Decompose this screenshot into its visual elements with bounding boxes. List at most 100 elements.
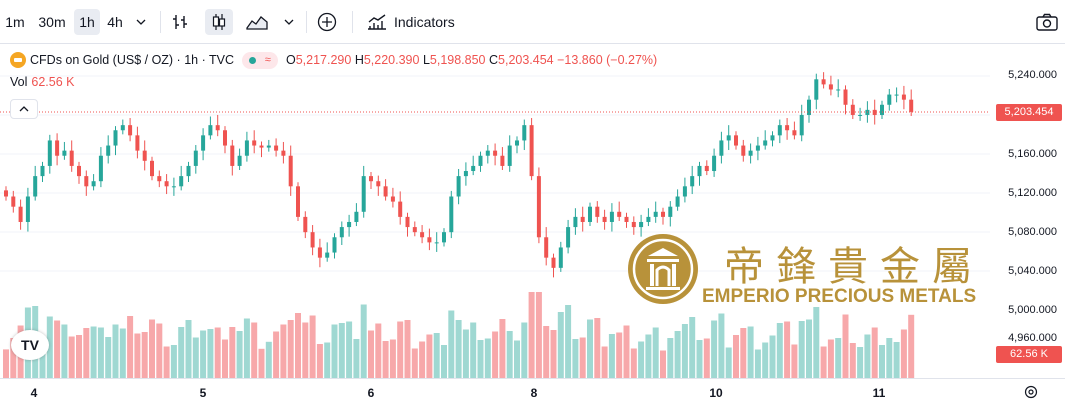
volume-bar: [280, 324, 287, 378]
time-tick: 5: [199, 386, 207, 400]
volume-bar: [579, 337, 586, 378]
candle-body: [726, 135, 731, 141]
area-chart-type-icon[interactable]: [243, 9, 271, 35]
volume-bar: [864, 334, 871, 378]
candle-body: [164, 181, 169, 187]
gold-symbol-icon: [10, 52, 26, 68]
volume-bar: [433, 333, 440, 378]
candle-body: [259, 145, 264, 148]
volume-legend: Vol 62.56 K: [10, 75, 74, 89]
candle-body: [266, 145, 271, 148]
bar-chart-type-icon[interactable]: [166, 9, 194, 35]
candle-body: [142, 150, 147, 161]
candle-body: [77, 165, 81, 177]
candle-body: [704, 165, 709, 172]
volume-bar: [338, 323, 345, 378]
compare-symbol-plus-icon[interactable]: [313, 9, 341, 35]
market-status-badge[interactable]: ≈: [241, 51, 278, 69]
volume-bar: [265, 341, 272, 378]
watermark-chinese-name: 帝鋒貴金屬: [724, 244, 984, 290]
candle-body: [741, 145, 746, 156]
volume-bar: [236, 331, 243, 378]
candles-chart-type-icon[interactable]: [205, 9, 233, 35]
candle-body: [828, 84, 833, 90]
candle-body: [872, 109, 877, 115]
candle-body: [55, 140, 60, 156]
volume-bar: [638, 341, 645, 378]
tradingview-logo[interactable]: TV: [11, 330, 49, 360]
candle-body: [500, 155, 505, 166]
price-tick: 4,960.000: [1008, 332, 1057, 344]
interval-1m[interactable]: 1m: [5, 14, 25, 30]
volume-bar: [61, 324, 68, 378]
volume-bar: [46, 316, 53, 378]
volume-bar: [827, 339, 834, 378]
chart-type-dropdown-chevron-icon[interactable]: [275, 9, 303, 35]
volume-bar: [572, 339, 579, 378]
volume-bar: [200, 330, 207, 378]
volume-value: 62.56 K: [31, 75, 75, 89]
interval-30m[interactable]: 30m: [38, 14, 66, 30]
candle-body: [799, 114, 804, 136]
interval-1h[interactable]: 1h: [74, 9, 100, 35]
indicators-icon[interactable]: [363, 9, 391, 35]
candle-body: [894, 94, 899, 96]
volume-bar: [565, 305, 572, 378]
candle-body: [777, 125, 782, 136]
volume-bar: [76, 335, 82, 378]
candle-body: [544, 237, 549, 258]
volume-bar: [353, 339, 360, 378]
interval-4h[interactable]: 4h: [107, 14, 123, 30]
candle-body: [712, 155, 717, 172]
candle-body: [639, 221, 644, 228]
candle-body: [609, 211, 614, 222]
high-key: H: [354, 53, 364, 67]
candle-body: [40, 165, 45, 177]
candle-body: [434, 242, 439, 244]
settings-icon[interactable]: [1024, 385, 1038, 399]
candle-body: [171, 186, 176, 188]
candle-body: [566, 227, 571, 248]
candle-body: [296, 186, 300, 217]
candle-body: [354, 211, 359, 222]
volume-bar: [419, 341, 426, 378]
candle-body: [631, 221, 636, 228]
volume-bar: [893, 342, 900, 378]
low-key: L: [422, 53, 430, 67]
volume-bar: [83, 328, 90, 378]
candle-body: [449, 196, 454, 233]
candle-body: [456, 176, 461, 197]
camera-snapshot-icon[interactable]: [1033, 9, 1061, 35]
volume-bar: [229, 327, 236, 378]
symbol-legend: CFDs on Gold (US$ / OZ) · 1h · TVC ≈ O5,…: [10, 51, 657, 69]
volume-bar: [879, 345, 885, 378]
volume-bar: [346, 321, 353, 378]
toolbar-divider: [306, 11, 307, 33]
indicators-button[interactable]: Indicators: [394, 14, 455, 30]
volume-bar: [258, 348, 265, 378]
volume-bar: [769, 335, 776, 378]
candle-body: [602, 216, 607, 222]
collapse-legend-button[interactable]: [10, 99, 38, 119]
candle-body: [624, 216, 629, 222]
symbol-title[interactable]: CFDs on Gold (US$ / OZ) · 1h · TVC: [30, 53, 234, 67]
candle-body: [420, 232, 425, 238]
volume-bar: [550, 330, 557, 378]
market-open-dot-icon: [249, 56, 257, 64]
candle-body: [98, 155, 103, 182]
candle-body: [120, 125, 125, 131]
change-value: −13.860 (−0.27%): [557, 53, 658, 67]
candle-body: [785, 125, 790, 131]
price-chart[interactable]: [0, 44, 990, 378]
candle-body: [33, 176, 38, 197]
interval-dropdown-chevron-icon[interactable]: [127, 9, 155, 35]
volume-bar: [477, 340, 484, 378]
volume-bar: [506, 331, 513, 378]
price-scale[interactable]: 5,240.000 5,160.000 5,120.000 5,080.000 …: [990, 44, 1065, 378]
time-scale[interactable]: 4 5 6 8 10 11: [0, 378, 1065, 404]
chevron-up-icon: [19, 106, 29, 112]
candle-body: [69, 150, 74, 166]
candle-body: [880, 104, 884, 115]
time-tick: 6: [367, 386, 375, 400]
volume-bar: [287, 320, 294, 378]
